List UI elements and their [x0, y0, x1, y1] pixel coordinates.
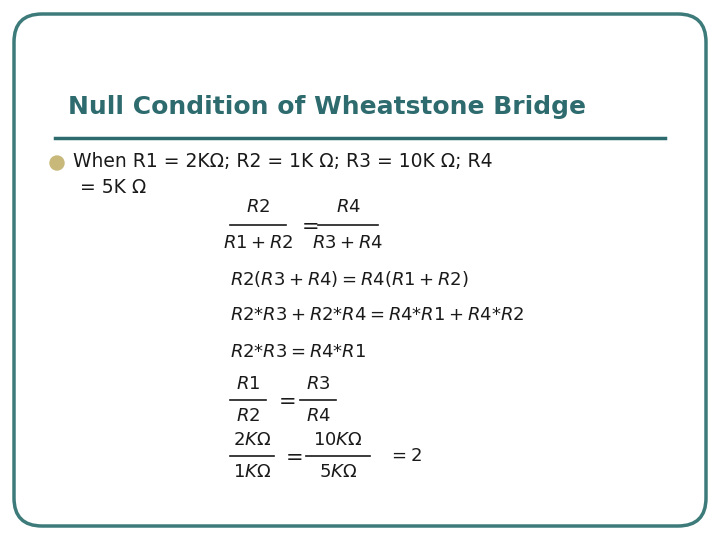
Text: $=$: $=$ [297, 215, 319, 235]
Text: $\it{R2{*}R3+R2{*}R4=R4{*}R1+R4{*}R2}$: $\it{R2{*}R3+R2{*}R4=R4{*}R1+R4{*}R2}$ [230, 306, 524, 324]
Text: $=$: $=$ [282, 446, 302, 466]
Text: $\it{1K\Omega}$: $\it{1K\Omega}$ [233, 463, 271, 481]
Text: $\it{10K\Omega}$: $\it{10K\Omega}$ [313, 431, 363, 449]
Text: = 5K Ω: = 5K Ω [80, 178, 146, 197]
Text: $\it{R1+R2}$: $\it{R1+R2}$ [223, 234, 293, 252]
Circle shape [50, 156, 64, 170]
Text: $\it{R1}$: $\it{R1}$ [236, 375, 260, 393]
Text: $\it{R4}$: $\it{R4}$ [305, 407, 330, 425]
Text: $\it{R3}$: $\it{R3}$ [306, 375, 330, 393]
Text: $\it{5K\Omega}$: $\it{5K\Omega}$ [319, 463, 357, 481]
Text: $\it{R2}$: $\it{R2}$ [236, 407, 260, 425]
FancyBboxPatch shape [14, 14, 706, 526]
Text: When R1 = 2KΩ; R2 = 1K Ω; R3 = 10K Ω; R4: When R1 = 2KΩ; R2 = 1K Ω; R3 = 10K Ω; R4 [73, 152, 492, 171]
Text: Null Condition of Wheatstone Bridge: Null Condition of Wheatstone Bridge [68, 95, 586, 119]
Text: $\it{R4}$: $\it{R4}$ [336, 198, 361, 216]
Text: $\it{2K\Omega}$: $\it{2K\Omega}$ [233, 431, 271, 449]
Text: $\it{R3+R4}$: $\it{R3+R4}$ [312, 234, 384, 252]
Text: $=2$: $=2$ [388, 447, 422, 465]
Text: $\it{R2{*}R3=R4{*}R1}$: $\it{R2{*}R3=R4{*}R1}$ [230, 343, 366, 361]
Text: $\it{R2(R3+R4)=R4(R1+R2)}$: $\it{R2(R3+R4)=R4(R1+R2)}$ [230, 269, 469, 289]
Text: $\it{R2}$: $\it{R2}$ [246, 198, 270, 216]
Text: $=$: $=$ [274, 390, 296, 410]
